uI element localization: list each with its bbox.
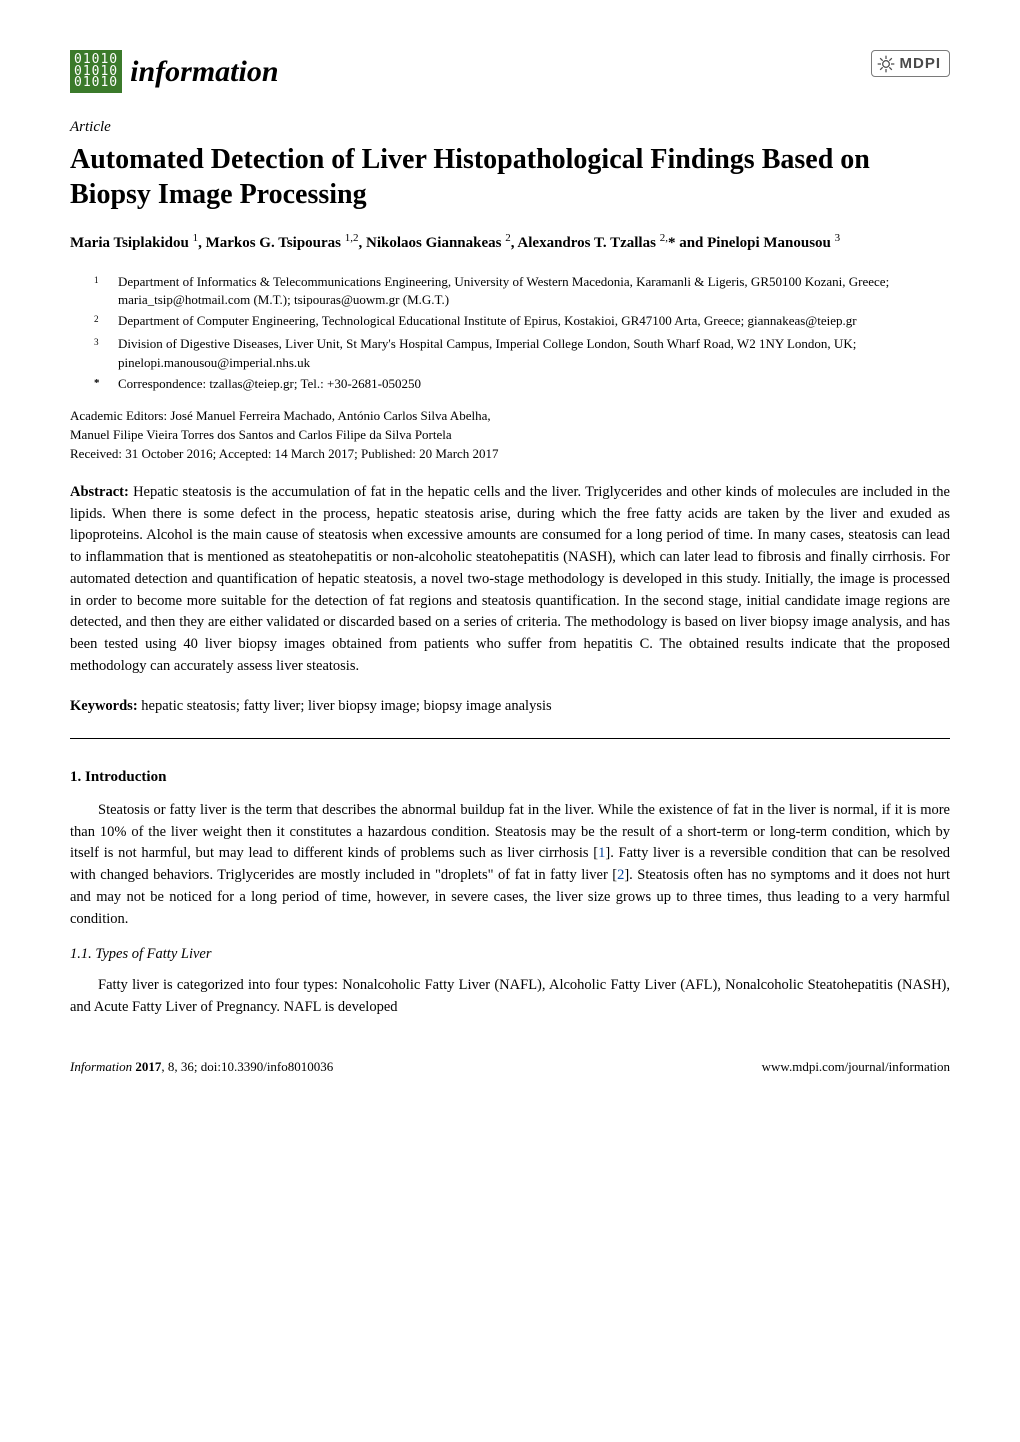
affil-text: Department of Informatics & Telecommunic… [118,273,950,311]
article-type: Article [70,117,950,138]
mdpi-icon [876,54,896,74]
footer-url: www.mdpi.com/journal/information [762,1058,950,1076]
body-paragraph: Fatty liver is categorized into four typ… [70,975,950,1019]
affiliations-list: 1 Department of Informatics & Telecommun… [94,273,950,394]
affil-text: Division of Digestive Diseases, Liver Un… [118,335,950,373]
editors-block: Academic Editors: José Manuel Ferreira M… [70,407,950,464]
affil-text: Department of Computer Engineering, Tech… [118,312,950,333]
affiliation-item: 2 Department of Computer Engineering, Te… [94,312,950,333]
affiliation-item: * Correspondence: tzallas@teiep.gr; Tel.… [94,375,950,394]
keywords-paragraph: Keywords: hepatic steatosis; fatty liver… [70,696,950,716]
journal-logo-matrix: 01010 01010 01010 [70,50,122,93]
keywords-text: hepatic steatosis; fatty liver; liver bi… [138,698,552,714]
footer-citation: , 8, 36; doi:10.3390/info8010036 [161,1059,333,1074]
affiliation-item: 1 Department of Informatics & Telecommun… [94,273,950,311]
footer-journal: Information [70,1059,135,1074]
publisher-logo: MDPI [871,50,951,77]
article-dates: Received: 31 October 2016; Accepted: 14 … [70,445,950,464]
affil-marker: 3 [94,337,99,347]
affil-marker: 1 [94,275,99,285]
keywords-label: Keywords: [70,698,138,714]
page-footer: Information 2017, 8, 36; doi:10.3390/inf… [70,1058,950,1076]
section-divider [70,738,950,739]
editors-line: Academic Editors: José Manuel Ferreira M… [70,407,950,426]
affiliation-item: 3 Division of Digestive Diseases, Liver … [94,335,950,373]
page-header: 01010 01010 01010 information MDPI [70,50,950,93]
section-heading: 1. Introduction [70,767,950,788]
subsection-heading: 1.1. Types of Fatty Liver [70,944,950,964]
publisher-name: MDPI [900,53,942,74]
footer-left: Information 2017, 8, 36; doi:10.3390/inf… [70,1058,333,1076]
abstract-paragraph: Abstract: Hepatic steatosis is the accum… [70,482,950,678]
journal-name: information [130,51,278,93]
affil-marker: 2 [94,314,99,324]
article-title: Automated Detection of Liver Histopathol… [70,142,950,212]
abstract-text: Hepatic steatosis is the accumulation of… [70,484,950,674]
editors-line: Manuel Filipe Vieira Torres dos Santos a… [70,426,950,445]
affil-marker: * [94,377,100,389]
footer-year: 2017 [135,1059,161,1074]
affil-text: Correspondence: tzallas@teiep.gr; Tel.: … [118,375,950,394]
logo-row: 01010 [74,77,118,89]
body-paragraph: Steatosis or fatty liver is the term tha… [70,800,950,931]
abstract-label: Abstract: [70,484,129,500]
author-list: Maria Tsiplakidou 1, Markos G. Tsipouras… [70,230,950,255]
journal-logo-block: 01010 01010 01010 information [70,50,279,93]
